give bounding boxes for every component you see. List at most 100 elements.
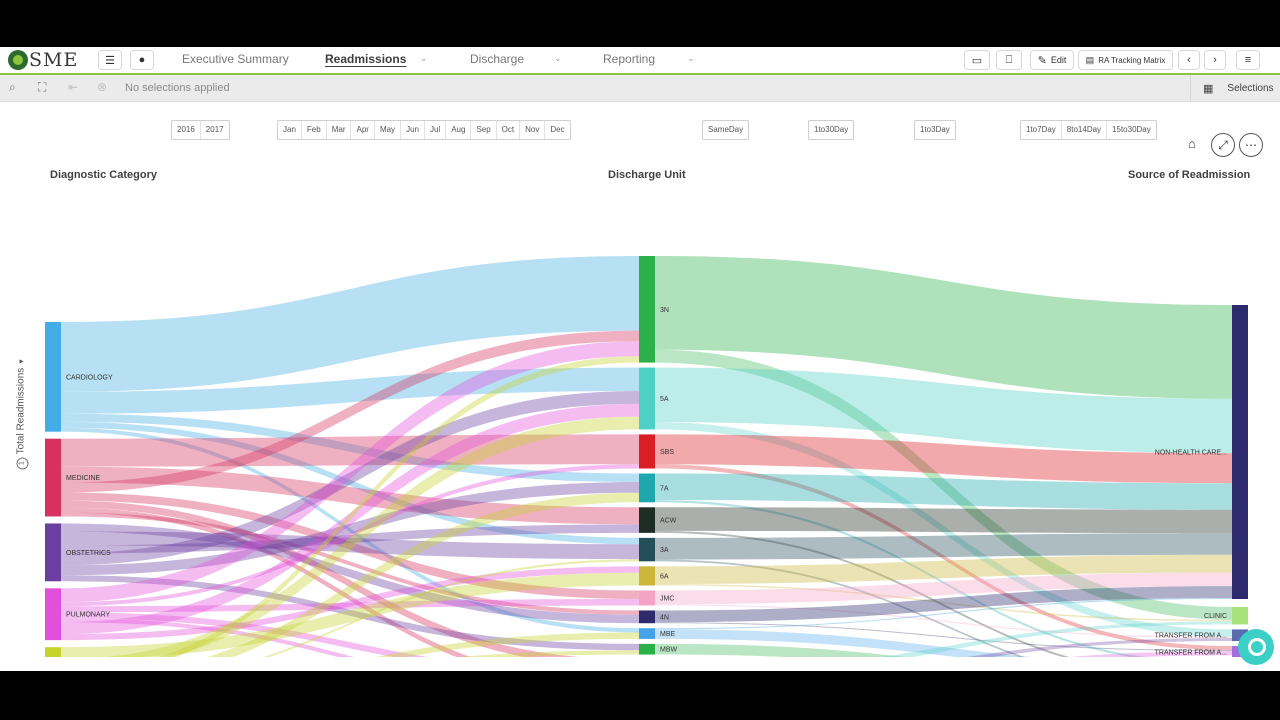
chip-month-nov[interactable]: Nov bbox=[519, 121, 544, 139]
sankey-link-mid-minor-2[interactable] bbox=[655, 464, 1232, 651]
tab-readmissions[interactable]: Readmissions bbox=[325, 52, 407, 66]
sankey-node-middle-chart_data.middle_nodes.2.name[interactable] bbox=[639, 434, 655, 469]
sankey-link-mid-main-6[interactable] bbox=[655, 554, 1232, 584]
sankey-link-left-18[interactable] bbox=[61, 341, 639, 603]
sankey-link-left-20[interactable] bbox=[61, 599, 639, 613]
sankey-node-left-chart_data.left_nodes.1.name[interactable] bbox=[45, 438, 61, 517]
chip-month-oct[interactable]: Oct bbox=[495, 121, 519, 139]
previous-sheet-icon[interactable]: ‹ bbox=[1178, 50, 1200, 70]
chevron-down-icon[interactable]: ⌄ bbox=[687, 53, 695, 63]
menu-icon[interactable]: ☰ bbox=[98, 50, 122, 70]
sankey-link-left-5[interactable] bbox=[61, 434, 639, 467]
sankey-node-left-chart_data.left_nodes.2.name[interactable] bbox=[45, 523, 61, 582]
chevron-down-icon[interactable]: ⌄ bbox=[420, 53, 428, 63]
sankey-link-mid-main-7[interactable] bbox=[655, 572, 1232, 605]
more-options-icon[interactable]: ⋯ bbox=[1239, 133, 1263, 157]
tab-executive-summary[interactable]: Executive Summary bbox=[182, 52, 289, 66]
sankey-link-left-31[interactable] bbox=[61, 632, 639, 657]
sankey-link-left-30[interactable] bbox=[61, 650, 639, 657]
sankey-link-mid-minor-0[interactable] bbox=[655, 349, 1232, 620]
sankey-link-left-2[interactable] bbox=[61, 413, 639, 483]
sankey-link-mid-main-2[interactable] bbox=[655, 434, 1232, 484]
global-menu-icon[interactable]: ● bbox=[130, 50, 154, 70]
sankey-link-left-7[interactable] bbox=[61, 330, 639, 493]
chip-1to3day[interactable]: 1to3Day bbox=[920, 125, 950, 134]
sankey-link-mid-minor-13[interactable] bbox=[655, 638, 1232, 657]
sankey-link-left-3[interactable] bbox=[61, 421, 639, 545]
sankey-node-left-chart_data.left_nodes.3.name[interactable] bbox=[45, 588, 61, 641]
sankey-link-mid-main-0[interactable] bbox=[655, 256, 1232, 399]
sankey-link-left-6[interactable] bbox=[61, 466, 639, 525]
sankey-link-left-11[interactable] bbox=[61, 512, 639, 615]
sankey-link-left-19[interactable] bbox=[61, 464, 639, 607]
chip-month-sep[interactable]: Sep bbox=[470, 121, 495, 139]
lasso-icon[interactable]: ⛶ bbox=[38, 80, 47, 94]
chip-8to14day[interactable]: 8to14Day bbox=[1060, 121, 1106, 139]
chip-1to7day[interactable]: 1to7Day bbox=[1026, 125, 1056, 134]
sankey-link-mid-minor-6[interactable] bbox=[655, 583, 1232, 622]
sankey-link-mid-main-5[interactable] bbox=[655, 533, 1232, 560]
sankey-node-right-chart_data.right_nodes.2.name[interactable] bbox=[1232, 629, 1248, 642]
sankey-link-left-25[interactable] bbox=[61, 572, 639, 657]
sankey-link-mid-minor-10[interactable] bbox=[655, 643, 1232, 657]
chip-month-apr[interactable]: Apr bbox=[350, 121, 373, 139]
sankey-link-mid-minor-1[interactable] bbox=[655, 421, 1232, 637]
sankey-link-left-10[interactable] bbox=[61, 507, 639, 657]
sankey-node-right-chart_data.right_nodes.0.name[interactable] bbox=[1232, 305, 1248, 599]
tab-discharge[interactable]: Discharge bbox=[470, 52, 525, 66]
chip-1to30day[interactable]: 1to30Day bbox=[814, 125, 849, 134]
sankey-node-middle-chart_data.middle_nodes.9.name[interactable] bbox=[639, 628, 655, 639]
sankey-node-middle-chart_data.middle_nodes.0.name[interactable] bbox=[639, 256, 655, 363]
sankey-link-left-13[interactable] bbox=[61, 531, 639, 560]
sankey-node-middle-chart_data.middle_nodes.10.name[interactable] bbox=[639, 643, 655, 655]
tab-reporting[interactable]: Reporting bbox=[603, 52, 656, 66]
chat-assistant-icon[interactable] bbox=[1238, 629, 1274, 665]
sankey-link-left-15[interactable] bbox=[61, 391, 639, 566]
chip-month-mar[interactable]: Mar bbox=[325, 121, 351, 139]
chip-sameday[interactable]: SameDay bbox=[708, 125, 744, 134]
sankey-link-left-24[interactable] bbox=[61, 566, 639, 641]
chip-month-jun[interactable]: Jun bbox=[400, 121, 424, 139]
sankey-link-mid-minor-12[interactable] bbox=[655, 621, 1232, 657]
chip-15to30day[interactable]: 15to30Day bbox=[1106, 121, 1156, 139]
sankey-link-mid-main-4[interactable] bbox=[655, 507, 1232, 534]
sankey-node-left-chart_data.left_nodes.0.name[interactable] bbox=[45, 322, 61, 432]
sankey-link-left-17[interactable] bbox=[61, 575, 639, 651]
sankey-node-middle-chart_data.middle_nodes.6.name[interactable] bbox=[639, 566, 655, 586]
sankey-link-left-23[interactable] bbox=[61, 403, 639, 635]
sankey-link-left-12[interactable] bbox=[61, 523, 639, 624]
chip-month-jul[interactable]: Jul bbox=[423, 121, 445, 139]
sankey-link-mid-main-8[interactable] bbox=[655, 586, 1232, 623]
sankey-node-middle-chart_data.middle_nodes.7.name[interactable] bbox=[639, 590, 655, 606]
sankey-link-left-22[interactable] bbox=[61, 618, 639, 657]
chip-month-jan[interactable]: Jan bbox=[283, 125, 296, 134]
sankey-link-left-4[interactable] bbox=[61, 427, 639, 633]
sankey-node-middle-chart_data.middle_nodes.8.name[interactable] bbox=[639, 610, 655, 624]
fullscreen-icon[interactable]: ⤢ bbox=[1211, 133, 1235, 157]
sankey-link-mid-minor-14[interactable] bbox=[655, 651, 1232, 657]
selections-button[interactable]: ▦ Selections bbox=[1190, 75, 1280, 101]
home-icon[interactable]: ⌂ bbox=[1188, 136, 1196, 151]
sankey-link-mid-minor-4[interactable] bbox=[655, 530, 1232, 657]
sankey-link-mid-main-3[interactable] bbox=[655, 473, 1232, 510]
sankey-link-left-28[interactable] bbox=[61, 492, 639, 657]
menu-icon[interactable]: ≡ bbox=[1236, 50, 1260, 70]
sankey-link-mid-minor-7[interactable] bbox=[655, 604, 1232, 639]
sankey-node-left-chart_data.left_nodes.4.name[interactable] bbox=[45, 647, 61, 657]
chip-month-may[interactable]: May bbox=[373, 121, 400, 139]
sankey-link-left-0[interactable] bbox=[61, 256, 639, 392]
sankey-link-left-14[interactable] bbox=[61, 524, 639, 554]
present-icon[interactable]: ▭ bbox=[964, 50, 990, 70]
sankey-link-left-8[interactable] bbox=[61, 492, 639, 600]
next-sheet-icon[interactable]: › bbox=[1204, 50, 1226, 70]
sankey-node-right-chart_data.right_nodes.1.name[interactable] bbox=[1232, 607, 1248, 625]
chip-month-feb[interactable]: Feb bbox=[300, 121, 326, 139]
sankey-node-middle-chart_data.middle_nodes.5.name[interactable] bbox=[639, 537, 655, 562]
chip-2016[interactable]: 2016 bbox=[177, 125, 195, 134]
sheet-selector[interactable]: ▤ RA Tracking Matrix bbox=[1078, 50, 1173, 70]
sankey-link-mid-minor-9[interactable] bbox=[655, 629, 1232, 657]
sankey-link-mid-main-1[interactable] bbox=[655, 367, 1232, 454]
sankey-link-left-21[interactable] bbox=[61, 612, 639, 657]
edit-button[interactable]: ✎ Edit bbox=[1030, 50, 1074, 70]
chevron-down-icon[interactable]: ⌄ bbox=[554, 53, 562, 63]
